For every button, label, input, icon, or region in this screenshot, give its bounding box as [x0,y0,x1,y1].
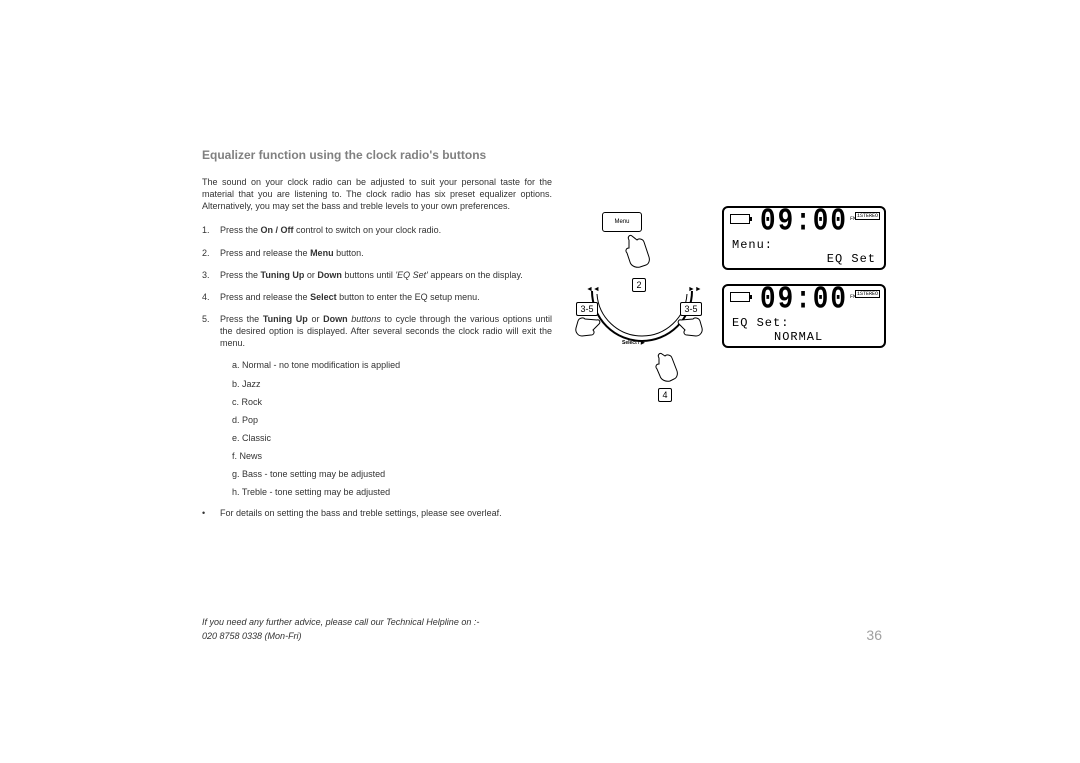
note-text: For details on setting the bass and treb… [220,507,502,519]
step-2: 2. Press and release the Menu button. [202,247,552,259]
illustration-column: Menu 2 ◄◄ ►► Select / ▶ [572,176,882,519]
step-text: Press the On / Off control to switch on … [220,224,552,236]
eq-option: b. Jazz [232,378,552,390]
skip-back-icon: ◄◄ [586,286,600,293]
page-footer: If you need any further advice, please c… [202,616,882,643]
step-5: 5. Press the Tuning Up or Down buttons t… [202,313,552,349]
step-number: 5. [202,313,220,349]
lcd-line1: Menu: [732,238,773,252]
lcd-line2: EQ Set [827,252,876,266]
menu-button-graphic: Menu [602,212,642,232]
section-title: Equalizer function using the clock radio… [202,148,882,162]
step-text: Press the Tuning Up or Down buttons to c… [220,313,552,349]
stereo-indicator: iSTEREO [855,290,880,298]
hand-icon: 4 [650,352,680,402]
eq-option: a. Normal - no tone modification is appl… [232,359,552,371]
step-text: Press and release the Menu button. [220,247,552,259]
lcd-display-2: FM iSTEREO 09:00 EQ Set: NORMAL [722,284,886,348]
step-text: Press the Tuning Up or Down buttons unti… [220,269,552,281]
step-text: Press and release the Select button to e… [220,291,552,303]
step-1: 1. Press the On / Off control to switch … [202,224,552,236]
note-bullet: • For details on setting the bass and tr… [202,507,552,519]
lcd-line1: EQ Set: [732,316,789,330]
eq-option: g. Bass - tone setting may be adjusted [232,468,552,480]
step-number: 4. [202,291,220,303]
step-3: 3. Press the Tuning Up or Down buttons u… [202,269,552,281]
select-label: Select / ▶ [622,340,645,346]
callout-label: 3-5 [680,302,701,316]
eq-option: c. Rock [232,396,552,408]
eq-option: e. Classic [232,432,552,444]
helpline-phone: 020 8758 0338 (Mon-Fri) [202,630,479,644]
callout-label: 3-5 [576,302,597,316]
lcd-display-1: FM iSTEREO 09:00 Menu: EQ Set [722,206,886,270]
hand-icon: 3-5 [572,302,602,346]
page-number: 36 [866,627,882,643]
eq-options-list: a. Normal - no tone modification is appl… [232,359,552,498]
skip-fwd-icon: ►► [688,286,702,293]
step-number: 3. [202,269,220,281]
eq-option: d. Pop [232,414,552,426]
helpline-text: If you need any further advice, please c… [202,616,479,630]
callout-label: 4 [658,388,671,402]
step-4: 4. Press and release the Select button t… [202,291,552,303]
button-diagram: Menu 2 ◄◄ ►► Select / ▶ [572,206,712,386]
step-number: 2. [202,247,220,259]
eq-option: f. News [232,450,552,462]
stereo-indicator: iSTEREO [855,212,880,220]
eq-option: h. Treble - tone setting may be adjusted [232,486,552,498]
lcd-time: 09:00 [760,203,848,239]
hand-icon: 3-5 [676,302,706,346]
battery-icon [730,292,750,302]
text-column: The sound on your clock radio can be adj… [202,176,552,519]
step-number: 1. [202,224,220,236]
bullet-icon: • [202,507,220,519]
hand-icon: 2 [622,234,656,292]
lcd-line2: NORMAL [774,330,823,344]
intro-paragraph: The sound on your clock radio can be adj… [202,176,552,212]
battery-icon [730,214,750,224]
lcd-time: 09:00 [760,281,848,317]
